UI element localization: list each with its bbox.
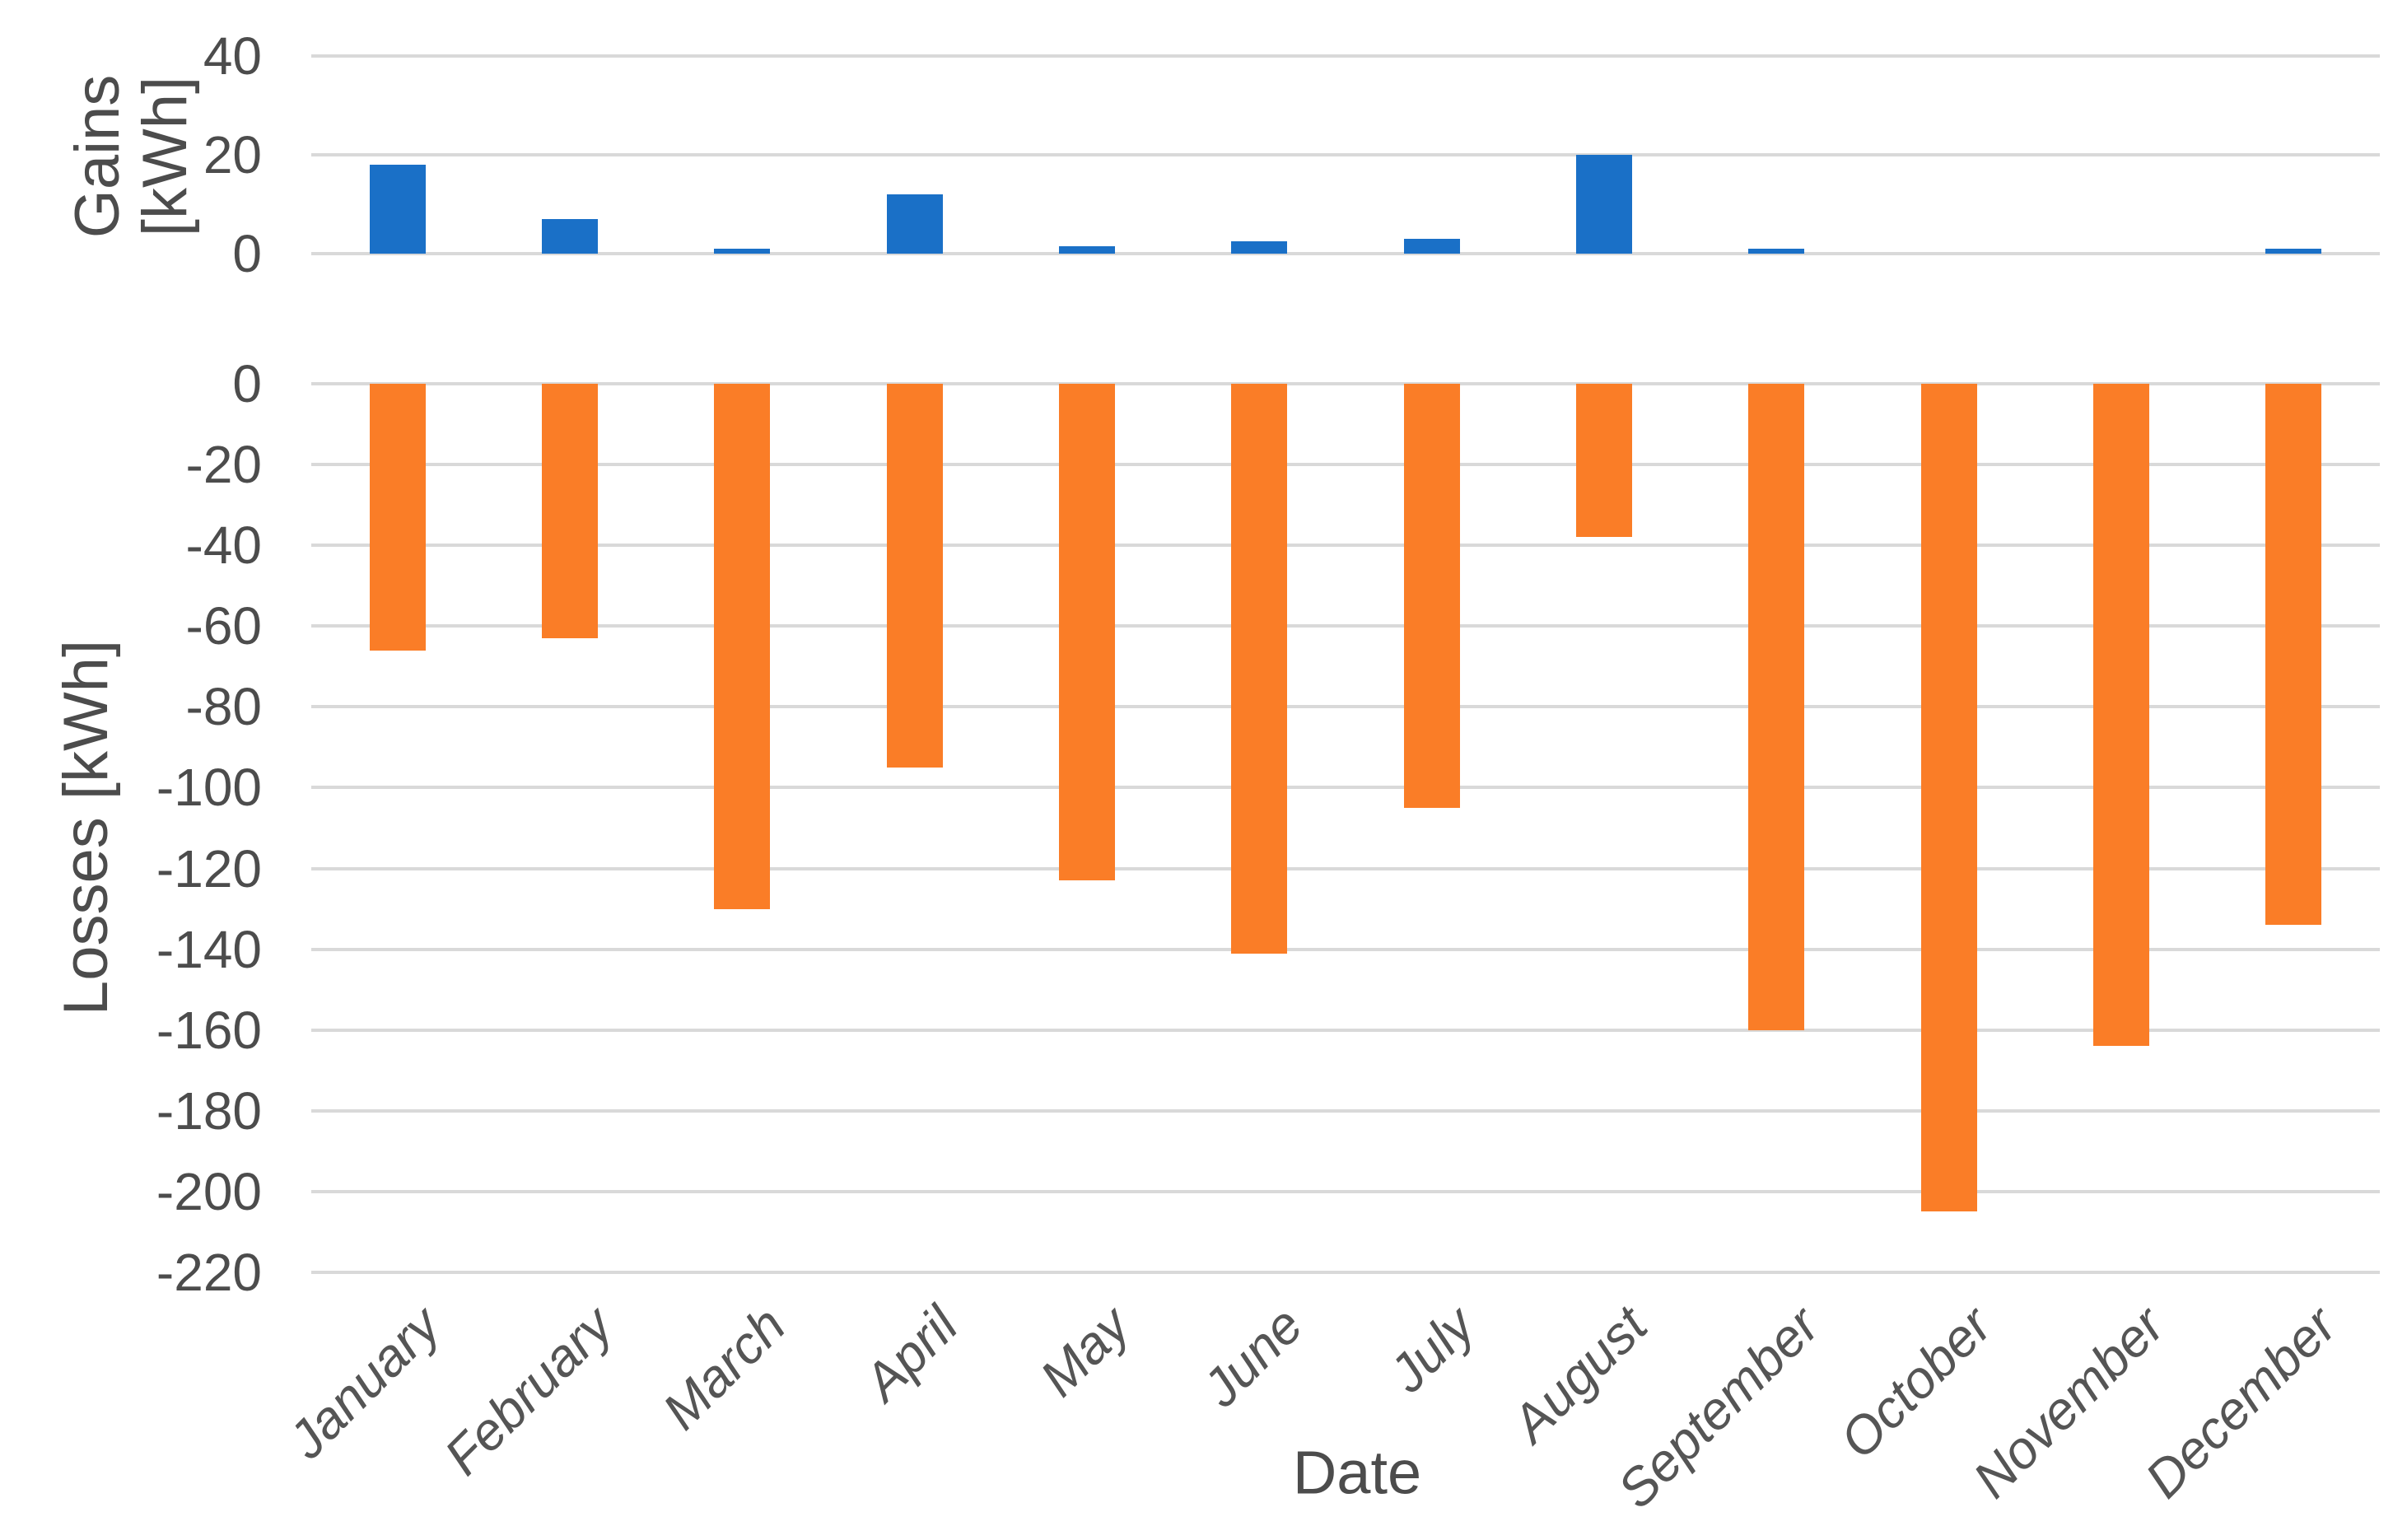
- x-axis-label-july: July: [1377, 1295, 1486, 1404]
- gains-bar-april: [886, 194, 943, 254]
- gains-bar-june: [1231, 241, 1288, 254]
- losses-bar-august: [1576, 384, 1632, 538]
- losses-bar-november: [2093, 384, 2149, 1047]
- losses-gridline--80: [311, 705, 2380, 709]
- gains-bar-september: [1748, 249, 1805, 254]
- gains-bar-february: [542, 219, 598, 254]
- losses-ytick--200: -200: [156, 1161, 262, 1221]
- losses-ytick--80: -80: [185, 677, 263, 737]
- x-axis-label-january: January: [277, 1295, 452, 1470]
- gains-gridline-0: [311, 252, 2380, 255]
- x-axis-label-june: June: [1190, 1295, 1313, 1418]
- x-axis-label-april: April: [851, 1295, 969, 1412]
- losses-ytick--220: -220: [156, 1242, 262, 1302]
- losses-bar-december: [2265, 384, 2322, 926]
- losses-gridline--220: [311, 1270, 2380, 1274]
- gains-bar-august: [1576, 155, 1632, 254]
- gains-ytick-20: 20: [203, 125, 262, 184]
- gains-bar-july: [1403, 239, 1460, 254]
- losses-gridline-0: [311, 382, 2380, 385]
- losses-bar-april: [886, 384, 943, 768]
- losses-ytick--160: -160: [156, 1000, 262, 1060]
- losses-gridline--60: [311, 624, 2380, 628]
- x-axis-label-march: March: [651, 1295, 796, 1441]
- losses-gridline--100: [311, 786, 2380, 790]
- losses-bar-march: [714, 384, 771, 909]
- gains-bar-december: [2265, 249, 2322, 254]
- losses-bar-january: [369, 384, 426, 651]
- losses-gridline--120: [311, 866, 2380, 870]
- losses-bar-october: [1920, 384, 1977, 1212]
- losses-ytick--40: -40: [185, 516, 263, 576]
- losses-ytick--60: -60: [185, 596, 263, 656]
- gains-bar-may: [1059, 246, 1115, 254]
- gains-bar-march: [714, 249, 771, 254]
- gains-ytick-40: 40: [203, 26, 262, 86]
- losses-gridline--40: [311, 544, 2380, 548]
- losses-gridline--180: [311, 1108, 2380, 1113]
- losses-ytick--180: -180: [156, 1080, 262, 1141]
- losses-bar-may: [1059, 384, 1115, 881]
- x-axis-label-august: August: [1500, 1295, 1658, 1454]
- losses-ytick--140: -140: [156, 919, 262, 979]
- losses-ytick-0: 0: [232, 354, 262, 413]
- losses-gridline--20: [311, 463, 2380, 467]
- losses-bar-september: [1748, 384, 1805, 1030]
- x-axis-label-february: February: [432, 1295, 624, 1486]
- x-axis-label-may: May: [1029, 1295, 1141, 1408]
- gains-bar-january: [369, 165, 426, 254]
- x-axis-title: Date: [1292, 1438, 1422, 1507]
- losses-gridline--200: [311, 1189, 2380, 1193]
- x-axis-label-october: October: [1828, 1295, 2003, 1470]
- gains-gridline-20: [311, 153, 2380, 156]
- losses-bar-july: [1403, 384, 1460, 808]
- losses-gridline--140: [311, 947, 2380, 951]
- losses-ytick--100: -100: [156, 758, 262, 818]
- losses-gridline--160: [311, 1028, 2380, 1032]
- gains-gridline-40: [311, 54, 2380, 58]
- losses-bar-february: [542, 384, 598, 638]
- gains-ytick-0: 0: [232, 224, 262, 283]
- losses-ytick--20: -20: [185, 435, 263, 495]
- losses-bar-june: [1231, 384, 1288, 954]
- losses-ytick--120: -120: [156, 838, 262, 898]
